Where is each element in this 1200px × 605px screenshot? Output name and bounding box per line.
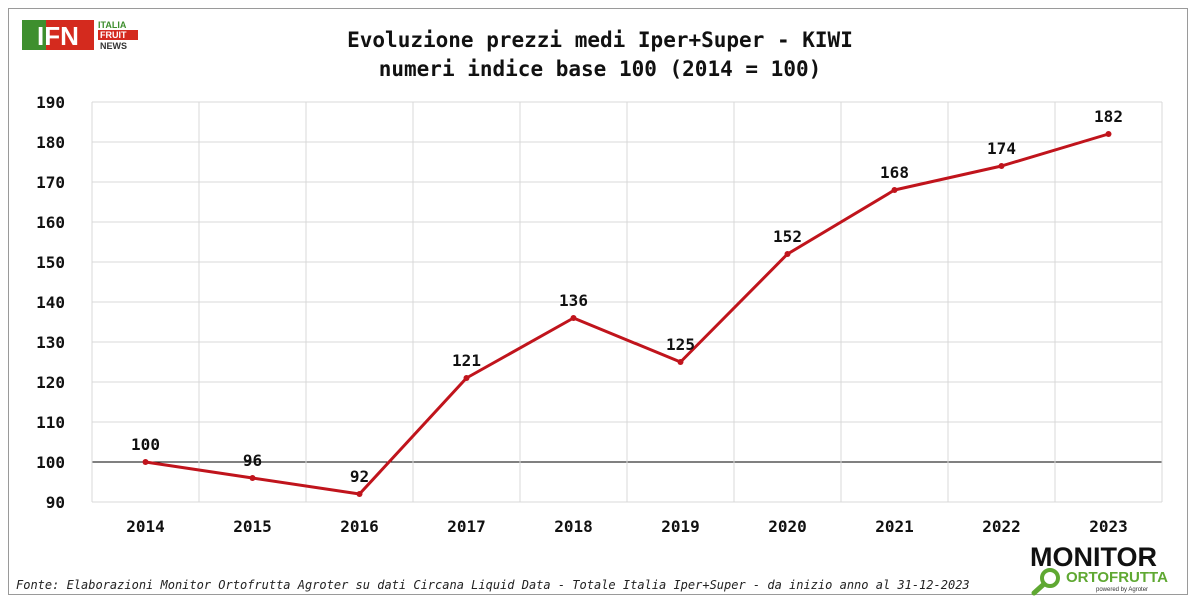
data-point bbox=[570, 315, 577, 321]
y-tick-label: 150 bbox=[36, 253, 65, 272]
data-point bbox=[1105, 131, 1112, 137]
y-tick-label: 120 bbox=[36, 373, 65, 392]
magnifier-icon bbox=[1031, 568, 1060, 596]
data-point bbox=[356, 491, 363, 497]
data-point bbox=[463, 375, 470, 381]
y-tick-label: 140 bbox=[36, 293, 65, 312]
y-tick-label: 110 bbox=[36, 413, 65, 432]
chart-title-line1: Evoluzione prezzi medi Iper+Super - KIWI bbox=[347, 28, 853, 52]
monitor-logo-powered: powered by Agroter bbox=[1096, 587, 1149, 593]
monitor-logo-sub: ORTOFRUTTA bbox=[1066, 569, 1168, 586]
x-tick-label: 2017 bbox=[447, 517, 486, 536]
y-tick-label: 130 bbox=[36, 333, 65, 352]
y-tick-label: 170 bbox=[36, 173, 65, 192]
data-label: 182 bbox=[1094, 107, 1123, 126]
x-tick-label: 2019 bbox=[661, 517, 700, 536]
x-tick-label: 2021 bbox=[875, 517, 914, 536]
series-line-kiwi bbox=[145, 132, 1109, 496]
ifn-logo: IFN ITALIA FRUIT NEWS bbox=[22, 20, 138, 51]
data-label: 100 bbox=[131, 435, 160, 454]
data-point bbox=[142, 459, 149, 465]
x-tick-label: 2018 bbox=[554, 517, 593, 536]
data-label: 125 bbox=[666, 335, 695, 354]
data-label: 168 bbox=[880, 163, 909, 182]
data-label: 121 bbox=[452, 351, 481, 370]
chart-title-line2: numeri indice base 100 (2014 = 100) bbox=[378, 57, 822, 81]
data-label: 174 bbox=[987, 139, 1016, 158]
chart-title: Evoluzione prezzi medi Iper+Super - KIWI… bbox=[0, 26, 1200, 84]
x-tick-label: 2020 bbox=[768, 517, 807, 536]
ifn-logo-line3: NEWS bbox=[100, 41, 127, 51]
x-tick-label: 2023 bbox=[1089, 517, 1128, 536]
x-tick-label: 2022 bbox=[982, 517, 1021, 536]
ifn-logo-line1: ITALIA bbox=[98, 20, 127, 30]
data-point bbox=[677, 359, 684, 365]
monitor-logo-word: MONITOR bbox=[1030, 542, 1157, 572]
y-tick-label: 190 bbox=[36, 93, 65, 112]
y-tick-label: 160 bbox=[36, 213, 65, 232]
ifn-logo-mark: IFN bbox=[37, 21, 79, 51]
data-point bbox=[784, 251, 791, 257]
source-note: Fonte: Elaborazioni Monitor Ortofrutta A… bbox=[16, 578, 970, 592]
ifn-logo-line2: FRUIT bbox=[100, 30, 127, 40]
y-tick-label: 180 bbox=[36, 133, 65, 152]
x-tick-label: 2016 bbox=[340, 517, 379, 536]
data-point bbox=[998, 163, 1005, 169]
data-point bbox=[891, 187, 898, 193]
ifn-logo-fruit-bg bbox=[98, 30, 138, 40]
data-label: 96 bbox=[243, 451, 262, 470]
chart-frame bbox=[8, 8, 1188, 595]
data-label: 136 bbox=[559, 291, 588, 310]
monitor-ortofrutta-logo: MONITOR ORTOFRUTTA powered by Agroter bbox=[1026, 542, 1186, 596]
x-tick-label: 2014 bbox=[126, 517, 165, 536]
data-label: 92 bbox=[350, 467, 369, 486]
y-tick-label: 100 bbox=[36, 453, 65, 472]
ifn-logo-green-block bbox=[22, 20, 46, 50]
data-point bbox=[249, 475, 256, 481]
x-tick-label: 2015 bbox=[233, 517, 272, 536]
data-label: 152 bbox=[773, 227, 802, 246]
y-tick-label: 90 bbox=[46, 493, 65, 512]
